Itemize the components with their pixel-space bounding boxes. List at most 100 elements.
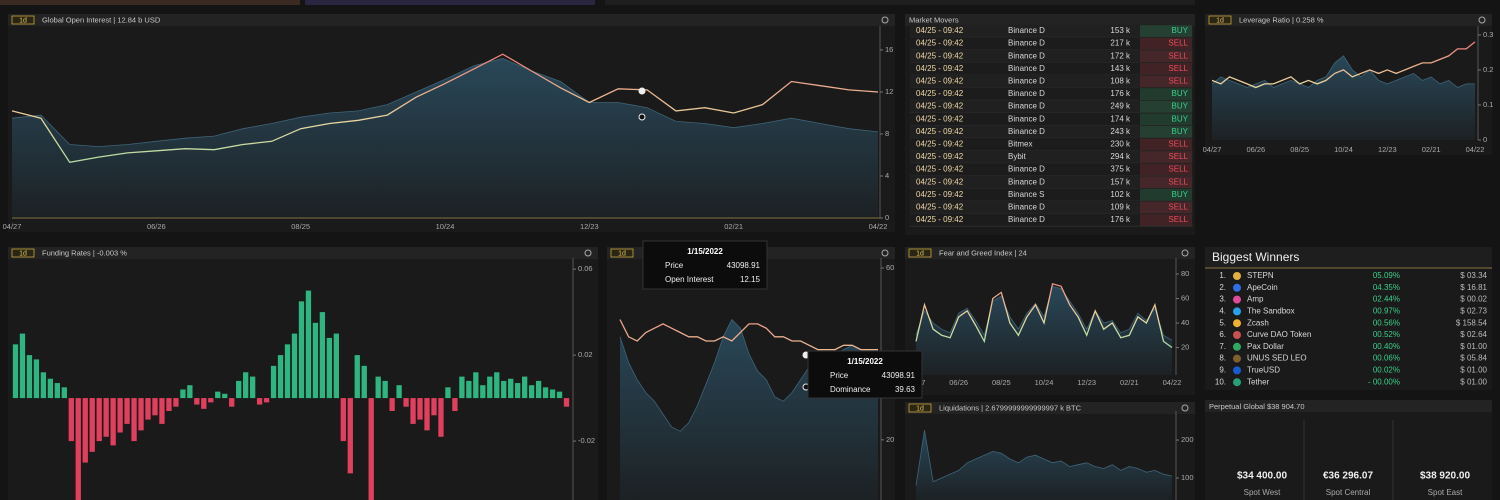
y-tick-label: 20 [886,435,894,444]
coin-name: Amp [1247,295,1264,304]
bar [277,355,284,399]
bar [284,344,291,399]
row-bg [910,163,1193,176]
x-tick-label: 04/27 [3,222,22,231]
price: $ 00.02 [1460,295,1487,304]
y-tick-label: 20 [1181,343,1189,352]
y-tick-label: 60 [886,263,894,272]
row-bg [910,138,1193,151]
side-bg [1140,189,1192,201]
bar [452,398,458,411]
bar [110,398,116,446]
rank: 3. [1219,295,1226,304]
bar [466,380,472,399]
interval-badge [1208,15,1232,25]
x-tick-label: 12/23 [580,222,599,231]
amount: 243 k [1110,127,1131,136]
side-bg [1140,151,1192,163]
tooltip-value: 43098.91 [882,371,916,380]
panel-header [1205,400,1492,412]
bar [138,398,144,431]
price: $ 01.00 [1460,377,1487,386]
bar [535,380,542,399]
bar [194,398,200,405]
interval-label: 1d [19,17,27,24]
hint-icon [584,249,592,257]
area-line [915,285,1173,341]
x-tick-label: 04/22 [1466,145,1485,154]
bar [508,378,514,399]
interval-label: 1d [916,250,924,257]
side-bg [1140,201,1192,214]
side: BUY [1172,190,1189,199]
change: 00.06% [1373,354,1400,363]
bar [40,372,47,399]
coin-name: Tether [1247,377,1270,386]
bar [173,398,179,407]
bar [473,372,479,399]
exchange: Binance D [1008,51,1045,60]
exchange: Binance D [1008,102,1045,111]
coin-icon [1233,342,1241,351]
interval-badge [610,248,634,258]
bar [494,372,500,399]
bar [124,398,130,424]
exchange: Binance S [1008,190,1044,199]
bar [82,398,88,463]
hint-icon [881,16,889,24]
area-line [1211,55,1475,88]
rank: 7. [1219,342,1226,351]
time: 04/25 - 09:42 [916,165,964,174]
bar [47,378,54,399]
bar [61,387,67,399]
bar [556,391,563,399]
side-bg [1140,37,1192,50]
amount: 217 k [1110,39,1131,48]
bar [501,380,507,399]
y-tick-label: 12 [885,87,893,96]
x-tick-label: 08/25 [992,378,1011,387]
bar [243,372,249,399]
bar [542,387,549,399]
exchange: Binance D [1008,64,1045,73]
coin-icon [1233,283,1241,292]
panel-title: Fear and Greed Index | 24 [939,248,1027,257]
panel-header [1205,247,1492,268]
exchange: Bybit [1008,152,1027,161]
interval-badge [11,248,35,258]
change: 04.35% [1373,283,1400,292]
y-tick-label: 16 [885,45,893,54]
side: BUY [1172,114,1189,123]
y-tick-label: 0 [885,213,889,222]
time: 04/25 - 09:42 [916,190,964,199]
coin-icon [1233,354,1241,363]
area-line [11,57,879,148]
y-tick-label: 0.2 [1483,65,1493,74]
x-tick-label: 10/24 [1334,145,1353,154]
hover-dot [638,113,646,121]
tooltip-date: 1/15/2022 [847,357,883,366]
bar [54,383,60,399]
x-tick-label: 02/21 [1120,378,1139,387]
time: 04/25 - 09:42 [916,203,964,212]
bar [263,398,270,403]
top-thumbnail [0,0,300,5]
x-tick-label: 08/25 [291,222,310,231]
price: $ 01.00 [1460,342,1487,351]
amount: 108 k [1110,77,1131,86]
row-bg [910,24,1193,38]
price-line [915,282,1173,349]
time: 04/25 - 09:42 [916,39,964,48]
change: - 00.00% [1368,377,1400,386]
side-bg [1140,50,1192,62]
y-tick-label: 0 [1483,135,1487,144]
side: SELL [1168,215,1188,224]
time: 04/25 - 09:42 [916,152,964,161]
panel [1205,247,1492,390]
panel-header [905,402,1195,414]
panel-title: Perpetual Global $38 904.70 [1209,402,1305,411]
amount: 294 k [1110,152,1131,161]
coin-icon [1233,295,1241,304]
bar [431,398,437,416]
